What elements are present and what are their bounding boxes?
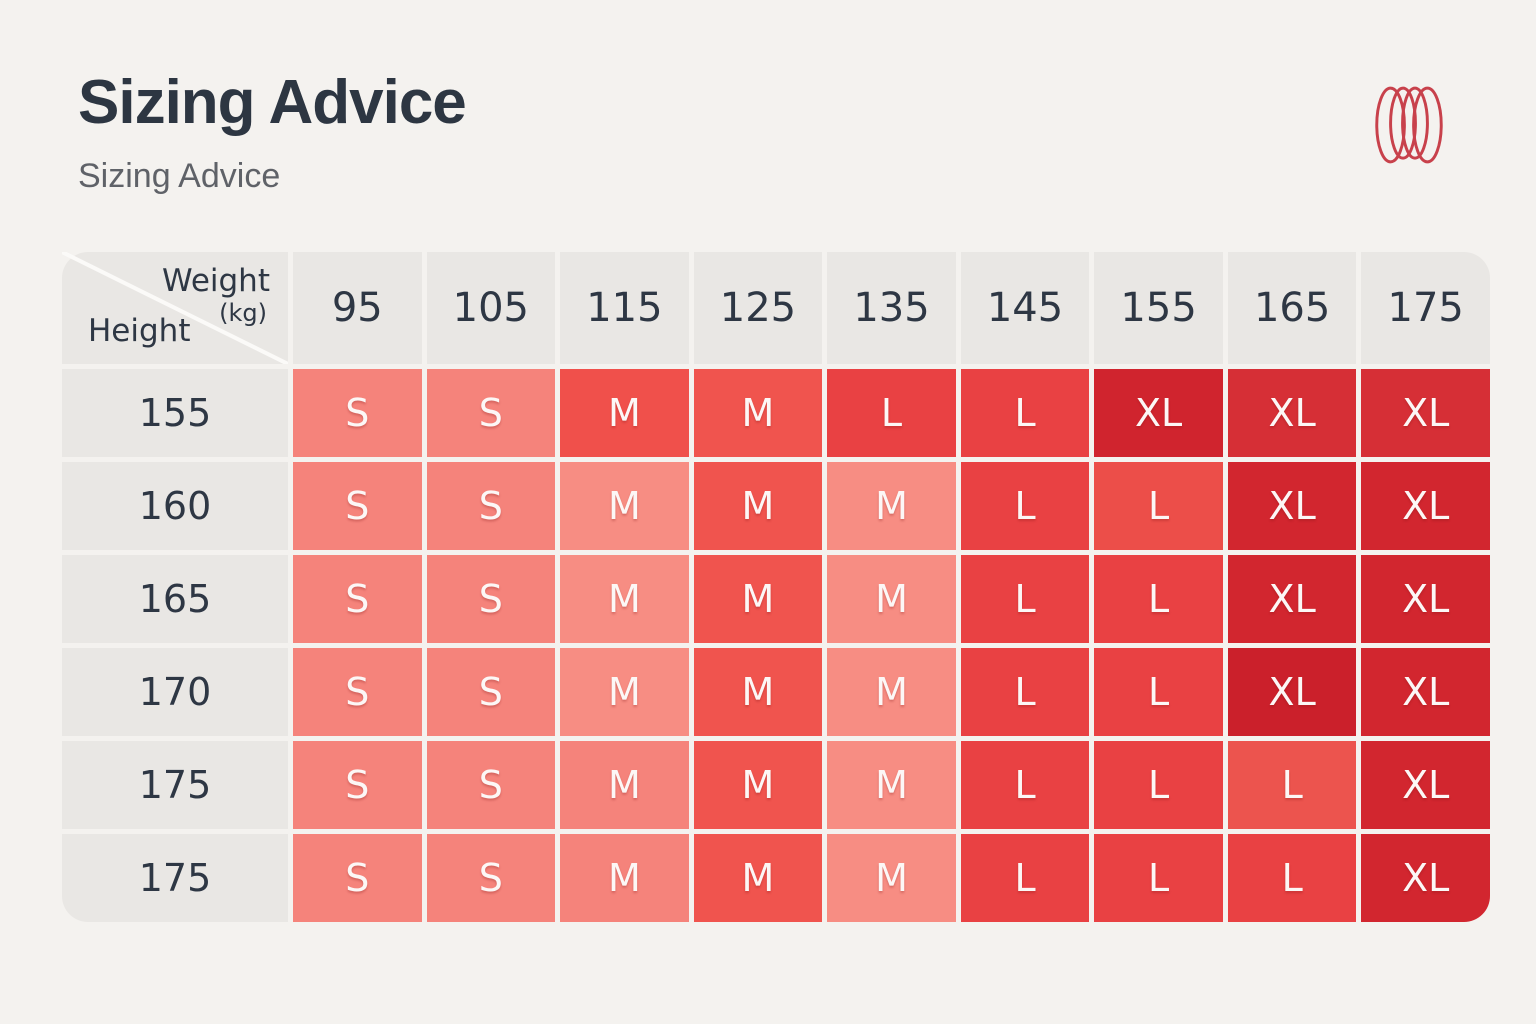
size-cell-r3-w155: L xyxy=(1094,554,1223,643)
size-cell-r1-w165: XL xyxy=(1227,368,1357,457)
size-cell-r4-w105: S xyxy=(426,647,556,736)
size-cell-r5-w105: S xyxy=(426,740,556,829)
size-cell-r6-w155: L xyxy=(1094,833,1223,922)
size-cell-r4-w175: XL xyxy=(1361,647,1490,736)
size-cell-r5-w175: XL xyxy=(1361,740,1490,829)
size-cell-r3-w175: XL xyxy=(1361,554,1490,643)
size-cell-r1-w105: S xyxy=(426,368,556,457)
size-cell-r4-w165: XL xyxy=(1227,647,1357,736)
weight-header-115: 115 xyxy=(560,251,689,364)
corner-header-cell: Weight (kg) Height xyxy=(62,251,288,364)
size-cell-r6-w175: XL xyxy=(1361,833,1490,922)
size-cell-r2-w155: L xyxy=(1094,461,1223,550)
size-cell-r2-w165: XL xyxy=(1227,461,1357,550)
size-cell-r3-w165: XL xyxy=(1227,554,1357,643)
size-cell-r1-w145: L xyxy=(960,368,1090,457)
weight-axis-label-block: Weight (kg) xyxy=(161,262,270,327)
size-cell-r4-w115: M xyxy=(560,647,689,736)
size-cell-r4-w145: L xyxy=(960,647,1090,736)
height-header-row2: 160 xyxy=(62,461,288,550)
size-cell-r2-w115: M xyxy=(560,461,689,550)
size-cell-r2-w95: S xyxy=(293,461,422,550)
weight-header-135: 135 xyxy=(827,251,956,364)
height-header-row1: 155 xyxy=(62,368,288,457)
size-cell-r1-w135: L xyxy=(827,368,956,457)
size-cell-r1-w115: M xyxy=(560,368,689,457)
sizing-table: Weight (kg) Height 95 105 115 125 135 145 155 1… xyxy=(62,251,1490,922)
weight-axis-label: Weight xyxy=(161,262,270,299)
size-cell-r5-w115: M xyxy=(560,740,689,829)
weight-header-165: 165 xyxy=(1227,251,1357,364)
size-cell-r5-w125: M xyxy=(693,740,823,829)
size-cell-r3-w115: M xyxy=(560,554,689,643)
size-cell-r3-w135: M xyxy=(827,554,956,643)
size-cell-r2-w135: M xyxy=(827,461,956,550)
weight-header-145: 145 xyxy=(960,251,1090,364)
weight-header-95: 95 xyxy=(293,251,422,364)
size-cell-r6-w105: S xyxy=(426,833,556,922)
size-cell-r3-w145: L xyxy=(960,554,1090,643)
size-cell-r5-w155: L xyxy=(1094,740,1223,829)
size-cell-r5-w135: M xyxy=(827,740,956,829)
weight-header-175: 175 xyxy=(1361,251,1490,364)
title-block: Sizing Advice Sizing Advice xyxy=(78,68,467,196)
height-header-row4: 170 xyxy=(62,647,288,736)
height-axis-label: Height xyxy=(88,312,191,349)
page-header: Sizing Advice Sizing Advice xyxy=(0,0,1536,196)
size-cell-r5-w165: L xyxy=(1227,740,1357,829)
diagonal-divider xyxy=(62,252,288,364)
size-cell-r3-w125: M xyxy=(693,554,823,643)
size-cell-r4-w155: L xyxy=(1094,647,1223,736)
size-cell-r6-w125: M xyxy=(693,833,823,922)
size-cell-r5-w145: L xyxy=(960,740,1090,829)
coil-rings-logo-icon xyxy=(1374,82,1444,172)
height-header-row5: 175 xyxy=(62,740,288,829)
size-cell-r4-w135: M xyxy=(827,647,956,736)
weight-header-155: 155 xyxy=(1094,251,1223,364)
size-cell-r3-w105: S xyxy=(426,554,556,643)
size-cell-r6-w95: S xyxy=(293,833,422,922)
size-cell-r2-w105: S xyxy=(426,461,556,550)
size-cell-r2-w145: L xyxy=(960,461,1090,550)
size-cell-r4-w95: S xyxy=(293,647,422,736)
size-cell-r6-w165: L xyxy=(1227,833,1357,922)
weight-unit-label: (kg) xyxy=(219,298,267,327)
weight-header-125: 125 xyxy=(693,251,823,364)
size-cell-r3-w95: S xyxy=(293,554,422,643)
size-cell-r2-w125: M xyxy=(693,461,823,550)
height-header-row6: 175 xyxy=(62,833,288,922)
page-title: Sizing Advice xyxy=(78,68,467,137)
height-header-row3: 165 xyxy=(62,554,288,643)
size-cell-r1-w175: XL xyxy=(1361,368,1490,457)
size-cell-r6-w115: M xyxy=(560,833,689,922)
size-cell-r6-w145: L xyxy=(960,833,1090,922)
size-cell-r5-w95: S xyxy=(293,740,422,829)
size-cell-r6-w135: M xyxy=(827,833,956,922)
size-cell-r1-w155: XL xyxy=(1094,368,1223,457)
size-cell-r2-w175: XL xyxy=(1361,461,1490,550)
size-cell-r1-w95: S xyxy=(293,368,422,457)
page-subtitle: Sizing Advice xyxy=(78,156,281,195)
size-cell-r4-w125: M xyxy=(693,647,823,736)
size-cell-r1-w125: M xyxy=(693,368,823,457)
weight-header-105: 105 xyxy=(426,251,556,364)
